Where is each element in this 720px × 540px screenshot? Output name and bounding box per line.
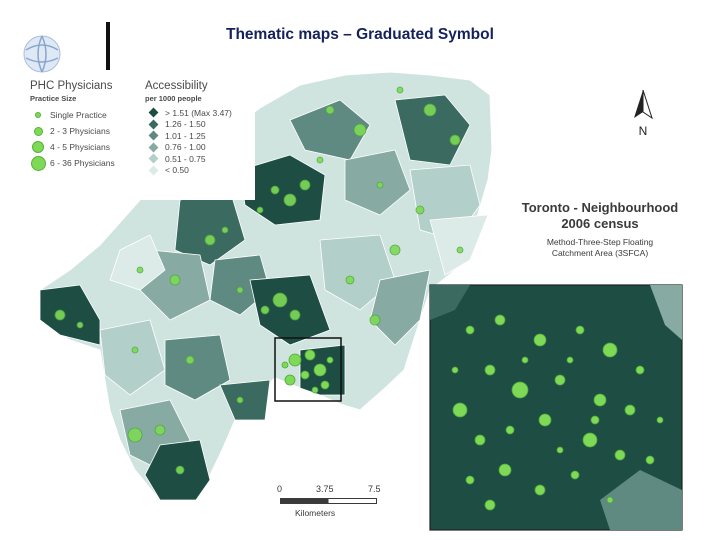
downtown-cluster: [281, 349, 334, 394]
diamond-icon: [148, 142, 158, 153]
map-caption: Toronto - Neighbourhood 2006 census Meth…: [500, 200, 700, 259]
legend-item: 1.26 - 1.50: [145, 119, 255, 131]
physician-symbol: [316, 156, 324, 164]
north-arrow-icon: N: [634, 89, 653, 138]
legend-physicians: PHC Physicians Practice Size Single Prac…: [30, 80, 140, 171]
north-label: N: [639, 124, 648, 138]
caption-line4: Catchment Area (3SFCA): [551, 248, 649, 258]
legend-item-label: 2 - 3 Physicians: [50, 126, 110, 136]
scale-label: 7.5: [368, 484, 381, 494]
diamond-icon: [148, 119, 158, 130]
diamond-icon: [148, 130, 158, 141]
physician-symbol: [270, 185, 280, 195]
physician-symbol: [389, 244, 401, 256]
legend-item-label: 0.76 - 1.00: [165, 142, 206, 153]
legend-item-label: > 1.51 (Max 3.47): [165, 107, 232, 118]
physician-symbol: [353, 123, 367, 137]
physician-symbol: [272, 292, 288, 308]
legend-item-label: Single Practice: [50, 110, 107, 120]
physician-symbol: [204, 234, 216, 246]
physician-symbol: [283, 193, 297, 207]
legend-accessibility-subtitle: per 1000 people: [145, 94, 202, 103]
legend-item-label: 6 - 36 Physicians: [50, 158, 115, 168]
legend-item-label: 1.26 - 1.50: [165, 119, 206, 130]
scale-label: 0: [277, 484, 283, 494]
physician-symbol: [289, 309, 301, 321]
logo-bar: [106, 22, 110, 70]
inset-extent-box: [274, 337, 342, 402]
diamond-icon: [148, 107, 158, 118]
diamond-icon: [148, 153, 158, 164]
legend-item: 1.01 - 1.25: [145, 130, 255, 142]
physician-symbol: [221, 226, 229, 234]
physician-symbols: [54, 86, 464, 475]
legend-item: Single Practice: [30, 107, 140, 123]
legend-item: < 0.50: [145, 165, 255, 177]
physician-symbol: [54, 309, 66, 321]
symbol-medium-icon: [33, 126, 43, 136]
physician-symbol: [423, 103, 437, 117]
physician-symbol: [396, 86, 404, 94]
physician-symbol: [256, 206, 264, 214]
physician-symbol: [236, 286, 244, 294]
physician-symbol: [299, 179, 311, 191]
slide-title: Thematic maps – Graduated Symbol: [226, 26, 494, 43]
physician-symbol: [376, 181, 384, 189]
scale-bar: 0 3.75 7.5 Kilometers: [270, 484, 400, 524]
physician-symbol: [456, 246, 464, 254]
physician-symbol: [76, 321, 84, 329]
legend-item: 6 - 36 Physicians: [30, 155, 140, 171]
physician-symbol: [136, 266, 144, 274]
physician-symbol: [236, 396, 244, 404]
legend-physicians-title: PHC Physicians: [30, 80, 113, 92]
caption-line2: 2006 census: [561, 216, 639, 231]
legend-item-label: 4 - 5 Physicians: [50, 142, 110, 152]
legend-accessibility: Accessibility per 1000 people > 1.51 (Ma…: [145, 80, 255, 176]
physician-symbol: [449, 134, 461, 146]
legend-accessibility-title: Accessibility: [145, 80, 208, 92]
legend-item: 4 - 5 Physicians: [30, 139, 140, 155]
legend-item-label: 1.01 - 1.25: [165, 130, 206, 141]
physician-symbol: [185, 355, 195, 365]
caption-line3: Method-Three-Step Floating: [546, 237, 654, 247]
symbol-xlarge-icon: [30, 155, 46, 171]
symbol-large-icon: [32, 141, 44, 153]
inset-map: [429, 284, 683, 531]
legend-item: 0.76 - 1.00: [145, 142, 255, 154]
physician-symbol: [154, 424, 166, 436]
symbol-small-icon: [35, 112, 41, 118]
physician-symbol: [175, 465, 185, 475]
legend-item: 0.51 - 0.75: [145, 153, 255, 165]
legend-item: 2 - 3 Physicians: [30, 123, 140, 139]
caption-line1: Toronto - Neighbourhood: [521, 200, 679, 215]
physician-symbol: [127, 427, 143, 443]
legend-item: > 1.51 (Max 3.47): [145, 107, 255, 119]
physician-symbol: [345, 275, 355, 285]
physician-symbol: [415, 205, 425, 215]
legend-item-label: < 0.50: [165, 165, 189, 176]
scale-bar-graphic: [280, 498, 377, 504]
physician-symbol: [325, 105, 335, 115]
physician-symbol: [131, 346, 139, 354]
legend-item-label: 0.51 - 0.75: [165, 153, 206, 164]
diamond-icon: [148, 165, 158, 176]
scale-unit: Kilometers: [295, 508, 336, 518]
physician-symbol: [369, 314, 381, 326]
logo: [23, 22, 110, 73]
scale-label: 3.75: [316, 484, 334, 494]
physician-symbol: [260, 305, 270, 315]
physician-symbol: [169, 274, 181, 286]
legend-physicians-subtitle: Practice Size: [30, 94, 77, 103]
legend: PHC Physicians Practice Size Single Prac…: [30, 80, 255, 200]
